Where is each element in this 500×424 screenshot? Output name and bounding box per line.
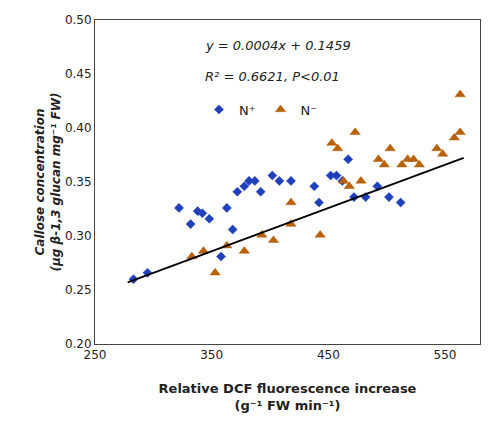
svg-text:0.25: 0.25: [65, 283, 92, 297]
svg-text:0.50: 0.50: [65, 13, 92, 27]
svg-text:N⁺: N⁺: [239, 103, 256, 118]
svg-text:y = 0.0004x + 0.1459: y = 0.0004x + 0.1459: [205, 38, 351, 53]
svg-text:0.30: 0.30: [65, 229, 92, 243]
svg-text:Relative DCF fluorescence incr: Relative DCF fluorescence increase(g⁻¹ F…: [159, 381, 417, 413]
svg-text:250: 250: [84, 348, 107, 362]
svg-text:350: 350: [200, 348, 223, 362]
svg-text:0.20: 0.20: [65, 337, 92, 351]
svg-text:0.45: 0.45: [65, 67, 92, 81]
svg-text:0.35: 0.35: [65, 175, 92, 189]
svg-text:N⁻: N⁻: [301, 103, 318, 118]
svg-text:R² = 0.6621, P<0.01: R² = 0.6621, P<0.01: [205, 69, 340, 84]
svg-text:450: 450: [317, 348, 340, 362]
svg-text:0.40: 0.40: [65, 121, 92, 135]
svg-text:Callose concentration(μg β-1,3: Callose concentration(μg β-1,3 glucan mg…: [33, 92, 63, 271]
svg-text:550: 550: [434, 348, 457, 362]
